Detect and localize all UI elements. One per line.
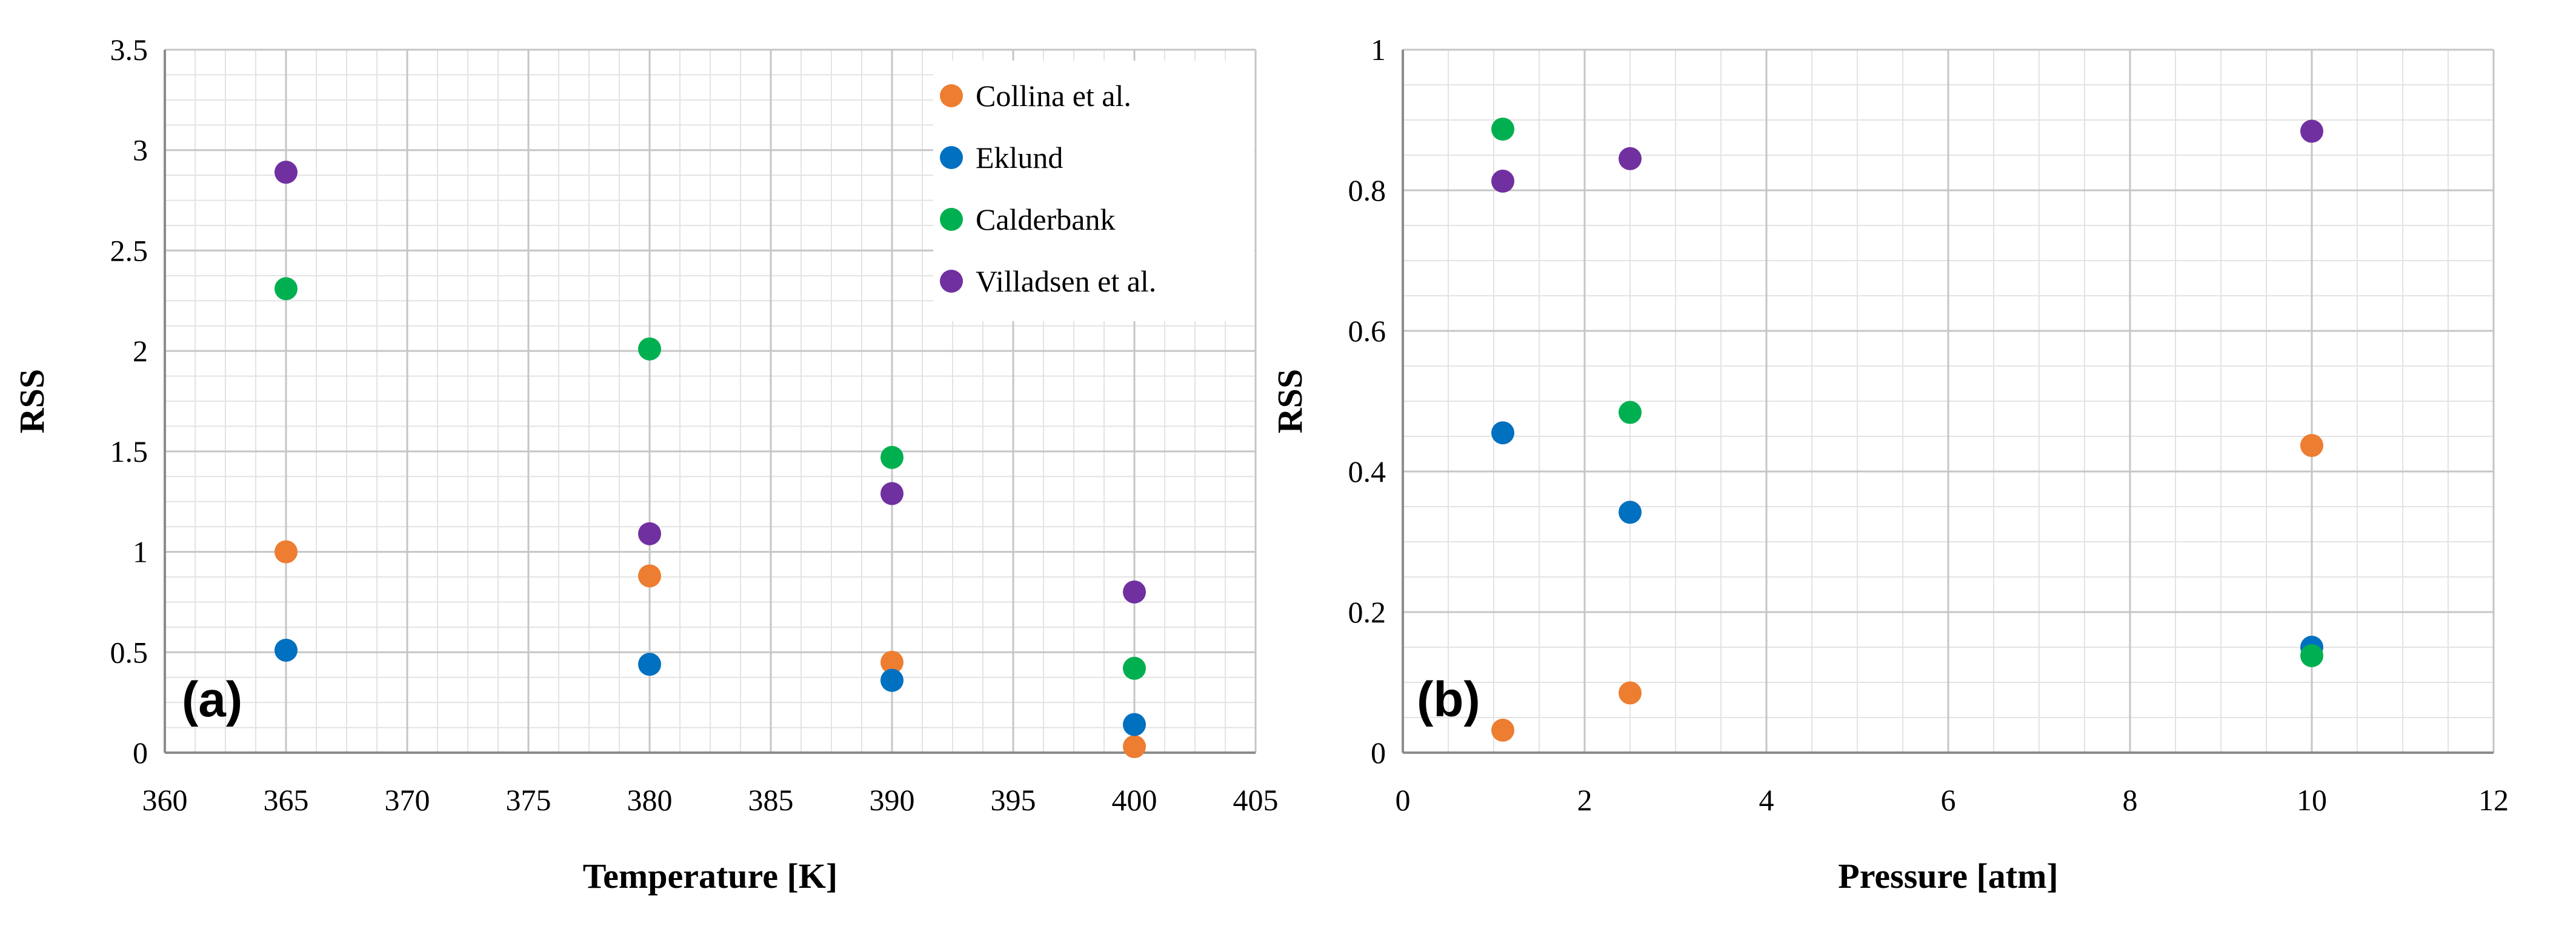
data-point xyxy=(1491,169,1514,193)
y-tick-label: 0.4 xyxy=(1348,455,1386,488)
x-tick-label: 385 xyxy=(748,783,794,817)
data-point xyxy=(275,638,298,662)
legend-entry: Calderbank xyxy=(976,202,1115,236)
data-point xyxy=(275,161,298,184)
x-axis-label: Temperature [K] xyxy=(583,856,837,896)
data-point xyxy=(1619,401,1642,424)
panel-a: 360 365 370 375 380 385 390 395 400 405 0 0.5 1 1.5 2 2… xyxy=(12,33,1279,896)
y-axis-label: RSS xyxy=(1270,369,1310,433)
data-point xyxy=(1123,713,1146,736)
y-tick-label: 0.6 xyxy=(1348,314,1386,348)
x-tick-label: 370 xyxy=(385,783,430,817)
data-point xyxy=(880,650,904,674)
data-point xyxy=(1619,147,1642,170)
data-point xyxy=(880,668,904,692)
data-point xyxy=(638,653,661,676)
data-point xyxy=(1123,735,1146,759)
y-tick-label: 1 xyxy=(1371,33,1386,67)
x-tick-label: 400 xyxy=(1112,783,1157,817)
data-point xyxy=(1491,718,1514,742)
x-tick-label: 365 xyxy=(264,783,309,817)
x-tick-label: 375 xyxy=(506,783,551,817)
x-tick-label: 8 xyxy=(2123,783,2138,817)
legend-marker xyxy=(940,84,963,107)
x-tick-label: 2 xyxy=(1577,783,1593,817)
legend-marker xyxy=(940,270,963,293)
legend-marker xyxy=(940,146,963,169)
x-tick-label: 10 xyxy=(2297,783,2327,817)
y-tick-label: 0 xyxy=(1371,736,1386,770)
data-point xyxy=(1619,681,1642,705)
y-tick-label: 2.5 xyxy=(110,233,148,267)
y-tick-label: 2 xyxy=(133,334,148,368)
x-tick-label: 0 xyxy=(1396,783,1411,817)
x-axis-label: Pressure [atm] xyxy=(1838,856,2058,896)
y-tick-label: 0.2 xyxy=(1348,595,1386,629)
data-point xyxy=(2300,434,2323,458)
x-tick-label: 12 xyxy=(2478,783,2509,817)
legend-box xyxy=(933,61,1254,321)
panel-label: (a) xyxy=(182,672,242,727)
y-tick-label: 1 xyxy=(133,535,148,569)
legend-entry: Collina et al. xyxy=(976,79,1131,113)
data-point xyxy=(275,540,298,564)
x-tick-label: 390 xyxy=(870,783,915,817)
data-point xyxy=(2300,119,2323,143)
y-tick-label: 1.5 xyxy=(110,435,148,468)
x-tick-label: 380 xyxy=(627,783,673,817)
data-point xyxy=(1491,421,1514,445)
data-point xyxy=(1491,118,1514,141)
panel-label: (b) xyxy=(1417,672,1480,727)
data-point xyxy=(880,445,904,469)
y-tick-label: 0 xyxy=(133,736,148,770)
y-tick-label: 0.5 xyxy=(110,635,148,669)
y-tick-label: 3.5 xyxy=(110,33,148,67)
data-point xyxy=(638,337,661,361)
legend-entry: Eklund xyxy=(976,141,1063,175)
data-point xyxy=(880,482,904,505)
data-point xyxy=(1123,656,1146,680)
legend-marker xyxy=(940,208,963,231)
data-point xyxy=(1123,580,1146,604)
y-tick-label: 3 xyxy=(133,133,148,167)
legend-entry: Villadsen et al. xyxy=(976,264,1156,298)
x-tick-label: 4 xyxy=(1759,783,1774,817)
y-tick-label: 0.8 xyxy=(1348,173,1386,207)
panel-b: 0 2 4 6 8 10 12 0 0.2 0.4 0.6 0.8 1 Pressure [atm] RSS… xyxy=(1270,33,2509,896)
data-point xyxy=(275,277,298,301)
x-tick-label: 405 xyxy=(1233,783,1279,817)
data-point xyxy=(1619,501,1642,524)
x-tick-label: 6 xyxy=(1941,783,1956,817)
data-point xyxy=(2300,644,2323,667)
data-point xyxy=(638,564,661,588)
x-tick-label: 395 xyxy=(991,783,1036,817)
x-tick-label: 360 xyxy=(142,783,188,817)
y-axis-label: RSS xyxy=(12,369,52,433)
data-point xyxy=(638,522,661,545)
